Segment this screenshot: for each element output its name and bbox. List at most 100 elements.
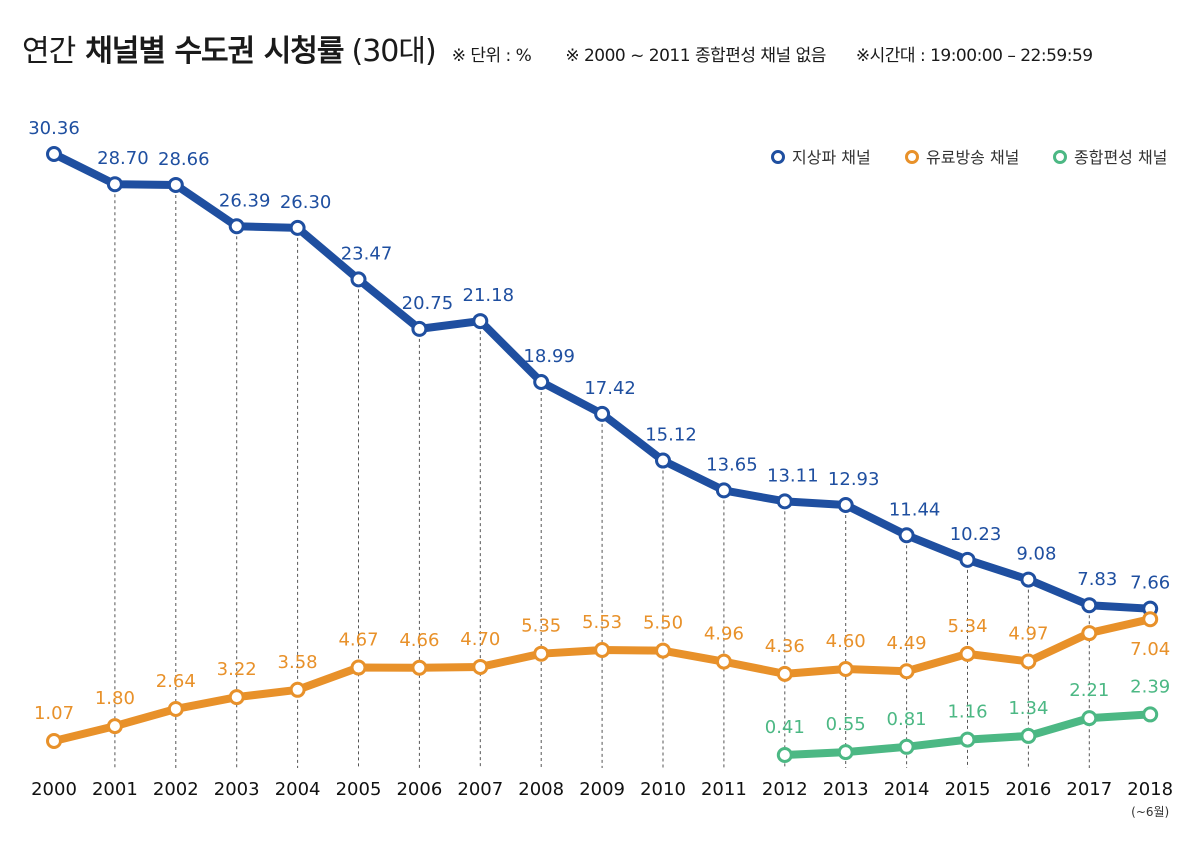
data-label-terrestrial: 13.65 [706, 454, 758, 475]
data-label-paid: 4.97 [1008, 623, 1048, 644]
series-points [46, 146, 1159, 763]
data-label-terrestrial: 23.47 [341, 243, 393, 264]
data-label-paid: 1.80 [95, 688, 135, 709]
data-label-paid: 7.04 [1130, 639, 1170, 660]
data-point-terrestrial [472, 313, 489, 330]
data-point-terrestrial [594, 405, 611, 422]
range-note: ※ 2000 ~ 2011 종합편성 채널 없음 [565, 46, 826, 66]
data-point-terrestrial [1020, 571, 1037, 588]
data-point-terrestrial [167, 176, 184, 193]
data-label-paid: 4.96 [704, 624, 744, 645]
data-point-paid [1081, 625, 1098, 642]
data-point-terrestrial [46, 146, 62, 162]
data-label-general: 1.34 [1008, 698, 1048, 719]
x-tick-label: 2016 [1005, 779, 1051, 800]
data-point-paid [472, 658, 489, 675]
unit-note: ※ 단위 : % [451, 46, 532, 66]
data-point-terrestrial [228, 218, 245, 235]
data-label-terrestrial: 12.93 [828, 469, 880, 490]
x-tick-label: 2009 [579, 779, 625, 800]
legend-marker-general [1053, 150, 1067, 164]
data-point-paid [594, 642, 611, 659]
data-label-terrestrial: 7.83 [1077, 569, 1117, 590]
data-label-general: 1.16 [947, 702, 987, 723]
data-label-terrestrial: 26.39 [219, 190, 271, 211]
chart-header: 연간 채널별 수도권 시청률 (30대) ※ 단위 : % ※ 2000 ~ 2… [22, 26, 1182, 76]
data-label-paid: 4.49 [887, 633, 927, 654]
data-point-terrestrial [837, 497, 854, 514]
data-point-general [959, 731, 976, 748]
data-label-terrestrial: 15.12 [645, 425, 697, 446]
data-point-paid [898, 663, 915, 680]
data-point-paid [167, 700, 184, 717]
x-tick-label: 2010 [640, 779, 686, 800]
data-label-terrestrial: 11.44 [889, 499, 941, 520]
data-point-general [1020, 727, 1037, 744]
data-label-terrestrial: 7.66 [1130, 573, 1170, 594]
data-point-paid [715, 653, 732, 670]
data-point-paid [837, 660, 854, 677]
data-point-paid [46, 733, 62, 749]
x-tick-note: (~6월) [1131, 805, 1169, 819]
data-point-terrestrial [655, 452, 671, 469]
data-point-terrestrial [289, 219, 306, 236]
x-tick-label: 2008 [518, 779, 564, 800]
data-label-terrestrial: 30.36 [28, 118, 80, 139]
data-point-paid [776, 665, 793, 682]
data-label-paid: 2.64 [156, 671, 196, 692]
x-tick-label: 2011 [701, 779, 747, 800]
data-point-paid [533, 645, 550, 662]
data-point-terrestrial [411, 320, 428, 337]
data-label-terrestrial: 13.11 [767, 465, 819, 486]
data-point-terrestrial [106, 176, 123, 193]
legend-marker-terrestrial [771, 150, 785, 164]
data-label-general: 2.39 [1130, 676, 1170, 697]
x-axis: 2000 2001 2002 2003 2004 2005 2006 2007 2008 2009… [31, 779, 1173, 819]
data-label-terrestrial: 10.23 [950, 524, 1002, 545]
x-tick-label: 2005 [336, 779, 382, 800]
data-point-general [837, 744, 854, 761]
data-point-general [898, 738, 915, 755]
data-point-paid [350, 659, 367, 676]
x-tick-label: 2015 [945, 779, 991, 800]
data-label-terrestrial: 28.66 [158, 149, 210, 170]
data-point-terrestrial [898, 527, 915, 544]
x-tick-label: 2003 [214, 779, 260, 800]
chart-title-suffix: (30대) [351, 34, 437, 69]
data-label-paid: 4.67 [338, 630, 378, 651]
data-point-paid [106, 718, 123, 735]
data-point-paid [959, 645, 976, 662]
data-point-terrestrial [715, 482, 732, 499]
data-label-terrestrial: 20.75 [402, 293, 454, 314]
x-tick-label: 2017 [1066, 779, 1112, 800]
legend-label-terrestrial: 지상파 채널 [792, 148, 871, 167]
data-label-terrestrial: 21.18 [463, 285, 515, 306]
data-point-terrestrial [776, 493, 793, 510]
x-tick-label: 2013 [823, 779, 869, 800]
legend: 지상파 채널 유료방송 채널 종합편성 채널 [771, 148, 1167, 167]
data-label-paid: 4.36 [765, 636, 805, 657]
data-label-terrestrial: 17.42 [584, 378, 636, 399]
data-label-terrestrial: 9.08 [1016, 544, 1056, 565]
legend-label-general: 종합편성 채널 [1074, 148, 1167, 167]
data-label-paid: 3.58 [278, 652, 318, 673]
data-point-paid [655, 642, 671, 659]
data-label-paid: 4.66 [399, 630, 439, 651]
data-label-paid: 5.50 [643, 613, 683, 634]
time-note: ※시간대 : 19:00:00 – 22:59:59 [855, 46, 1093, 66]
chart-title-prefix: 연간 [22, 34, 76, 69]
data-label-general: 0.41 [765, 717, 805, 738]
x-tick-label: 2018 [1127, 779, 1173, 800]
data-point-general [1081, 710, 1098, 727]
data-point-paid [289, 681, 306, 698]
grid-lines [114, 194, 1090, 768]
data-point-terrestrial [959, 551, 976, 568]
x-tick-label: 2004 [275, 779, 321, 800]
chart-title-main: 채널별 수도권 시청률 [85, 34, 344, 69]
x-tick-label: 2000 [31, 779, 77, 800]
data-point-terrestrial [1081, 597, 1098, 614]
data-label-paid: 5.53 [582, 612, 622, 633]
data-point-terrestrial [350, 271, 367, 288]
data-label-paid: 4.70 [460, 629, 500, 650]
